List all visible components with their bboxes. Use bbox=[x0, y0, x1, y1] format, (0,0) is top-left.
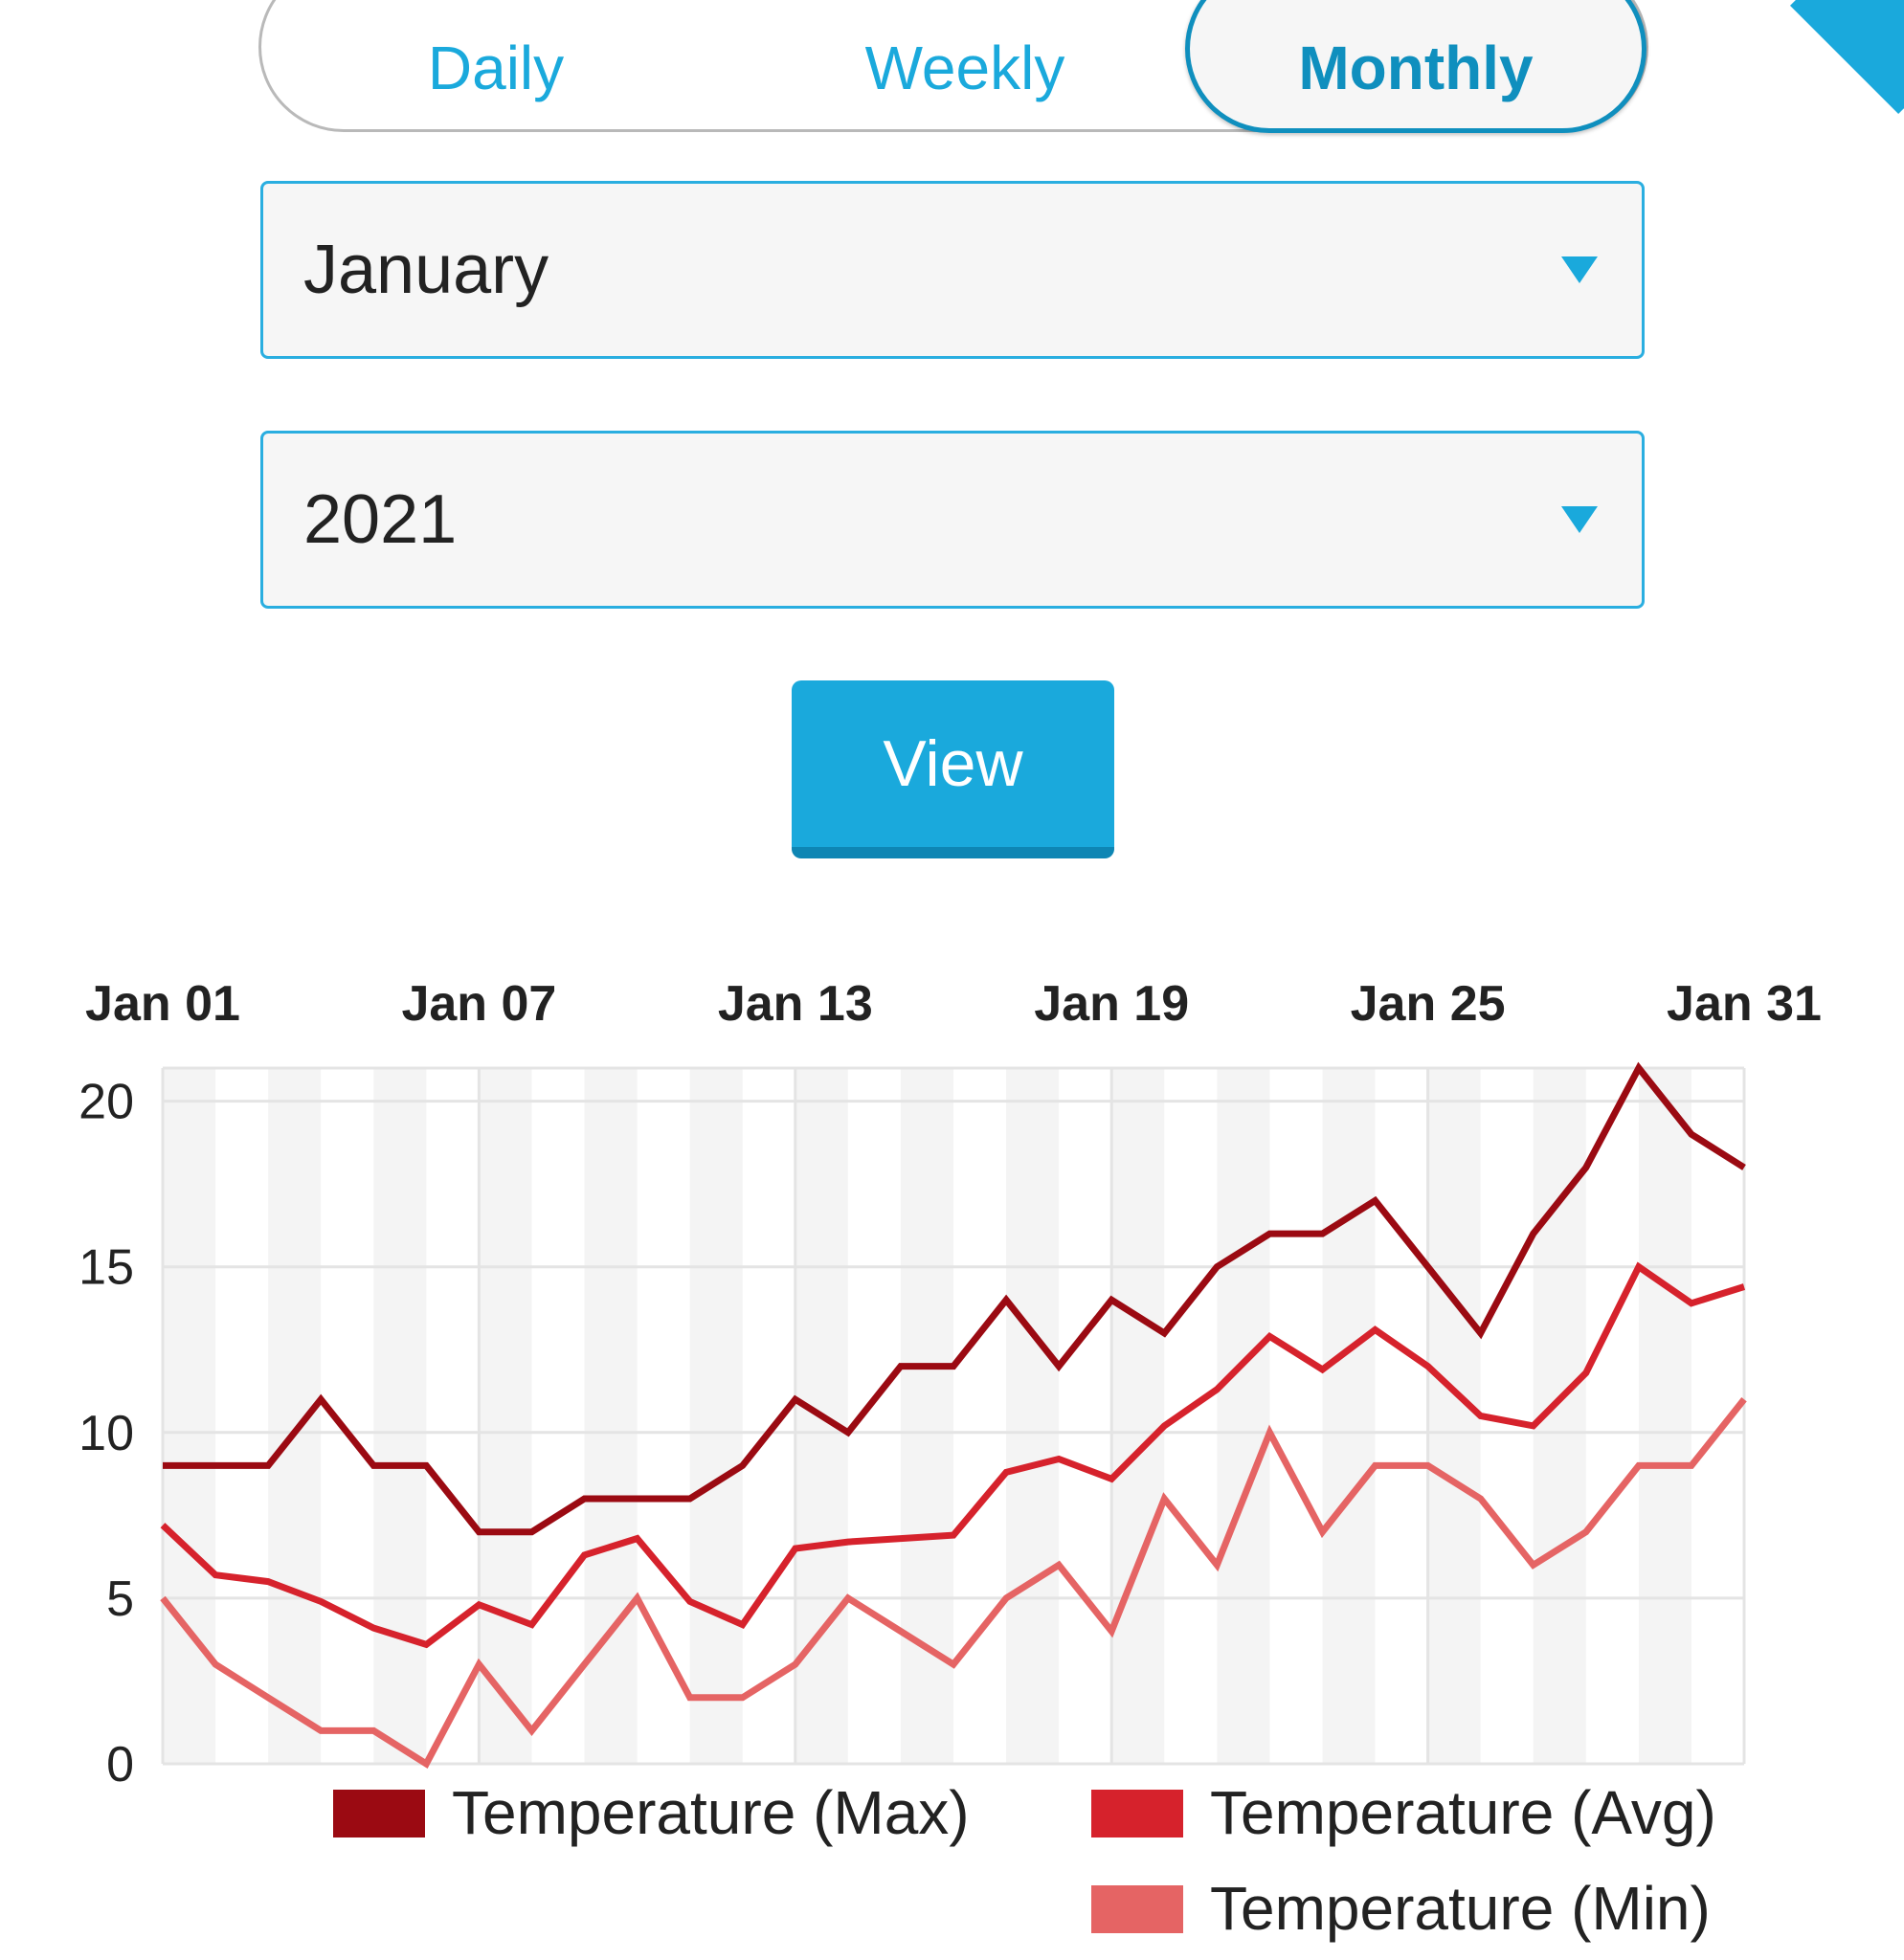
day-band bbox=[584, 1068, 638, 1764]
period-segmented-control: Daily Weekly Monthly bbox=[258, 0, 1648, 133]
day-band bbox=[1322, 1068, 1376, 1764]
y-tick-label: 0 bbox=[106, 1737, 134, 1793]
legend-swatch bbox=[1091, 1885, 1183, 1933]
legend-label: Temperature (Avg) bbox=[1210, 1778, 1716, 1847]
view-button[interactable]: View bbox=[792, 680, 1114, 858]
temperature-chart: 0 5 10 15 20 Jan 01 Jan 07 Jan 13 Jan 19 Jan 25 Ja… bbox=[0, 957, 1904, 1960]
dropdown-caret-icon bbox=[1561, 506, 1598, 533]
year-select[interactable]: 2021 bbox=[260, 431, 1645, 609]
corner-accent-shape bbox=[1790, 0, 1904, 114]
x-tick-label: Jan 25 bbox=[1351, 976, 1506, 1032]
day-band bbox=[163, 1068, 216, 1764]
x-tick-label: Jan 19 bbox=[1034, 976, 1189, 1032]
month-select-value: January bbox=[303, 232, 549, 308]
y-tick-label: 10 bbox=[78, 1406, 134, 1461]
month-select[interactable]: January bbox=[260, 181, 1645, 359]
day-band bbox=[1006, 1068, 1060, 1764]
day-band bbox=[373, 1068, 427, 1764]
y-tick-label: 20 bbox=[78, 1075, 134, 1130]
day-band bbox=[268, 1068, 322, 1764]
legend-label: Temperature (Max) bbox=[452, 1778, 970, 1847]
legend-swatch bbox=[1091, 1790, 1183, 1838]
legend-label: Temperature (Min) bbox=[1210, 1874, 1711, 1943]
day-band bbox=[479, 1068, 532, 1764]
dropdown-caret-icon bbox=[1561, 256, 1598, 283]
y-tick-label: 15 bbox=[78, 1240, 134, 1296]
series-line-temperature-max- bbox=[163, 1061, 1746, 1536]
x-tick-label: Jan 01 bbox=[85, 976, 240, 1032]
day-band bbox=[1638, 1068, 1691, 1764]
legend-swatch bbox=[333, 1790, 425, 1838]
day-band bbox=[1217, 1068, 1270, 1764]
day-band bbox=[1427, 1068, 1481, 1764]
tab-weekly[interactable]: Weekly bbox=[864, 33, 1065, 102]
temperature-line-chart: 0 5 10 15 20 Jan 01 Jan 07 Jan 13 Jan 19 Jan 25 Ja… bbox=[78, 976, 1822, 1943]
x-tick-label: Jan 07 bbox=[401, 976, 556, 1032]
day-band bbox=[1111, 1068, 1165, 1764]
x-tick-label: Jan 13 bbox=[718, 976, 873, 1032]
y-tick-label: 5 bbox=[106, 1571, 134, 1627]
series-line-temperature-avg- bbox=[160, 1261, 1746, 1649]
tab-daily[interactable]: Daily bbox=[427, 33, 565, 102]
day-band bbox=[689, 1068, 743, 1764]
x-tick-label: Jan 31 bbox=[1667, 976, 1822, 1032]
series-line-temperature-min- bbox=[160, 1397, 1747, 1769]
tab-monthly[interactable]: Monthly bbox=[1185, 0, 1646, 133]
year-select-value: 2021 bbox=[303, 481, 458, 558]
